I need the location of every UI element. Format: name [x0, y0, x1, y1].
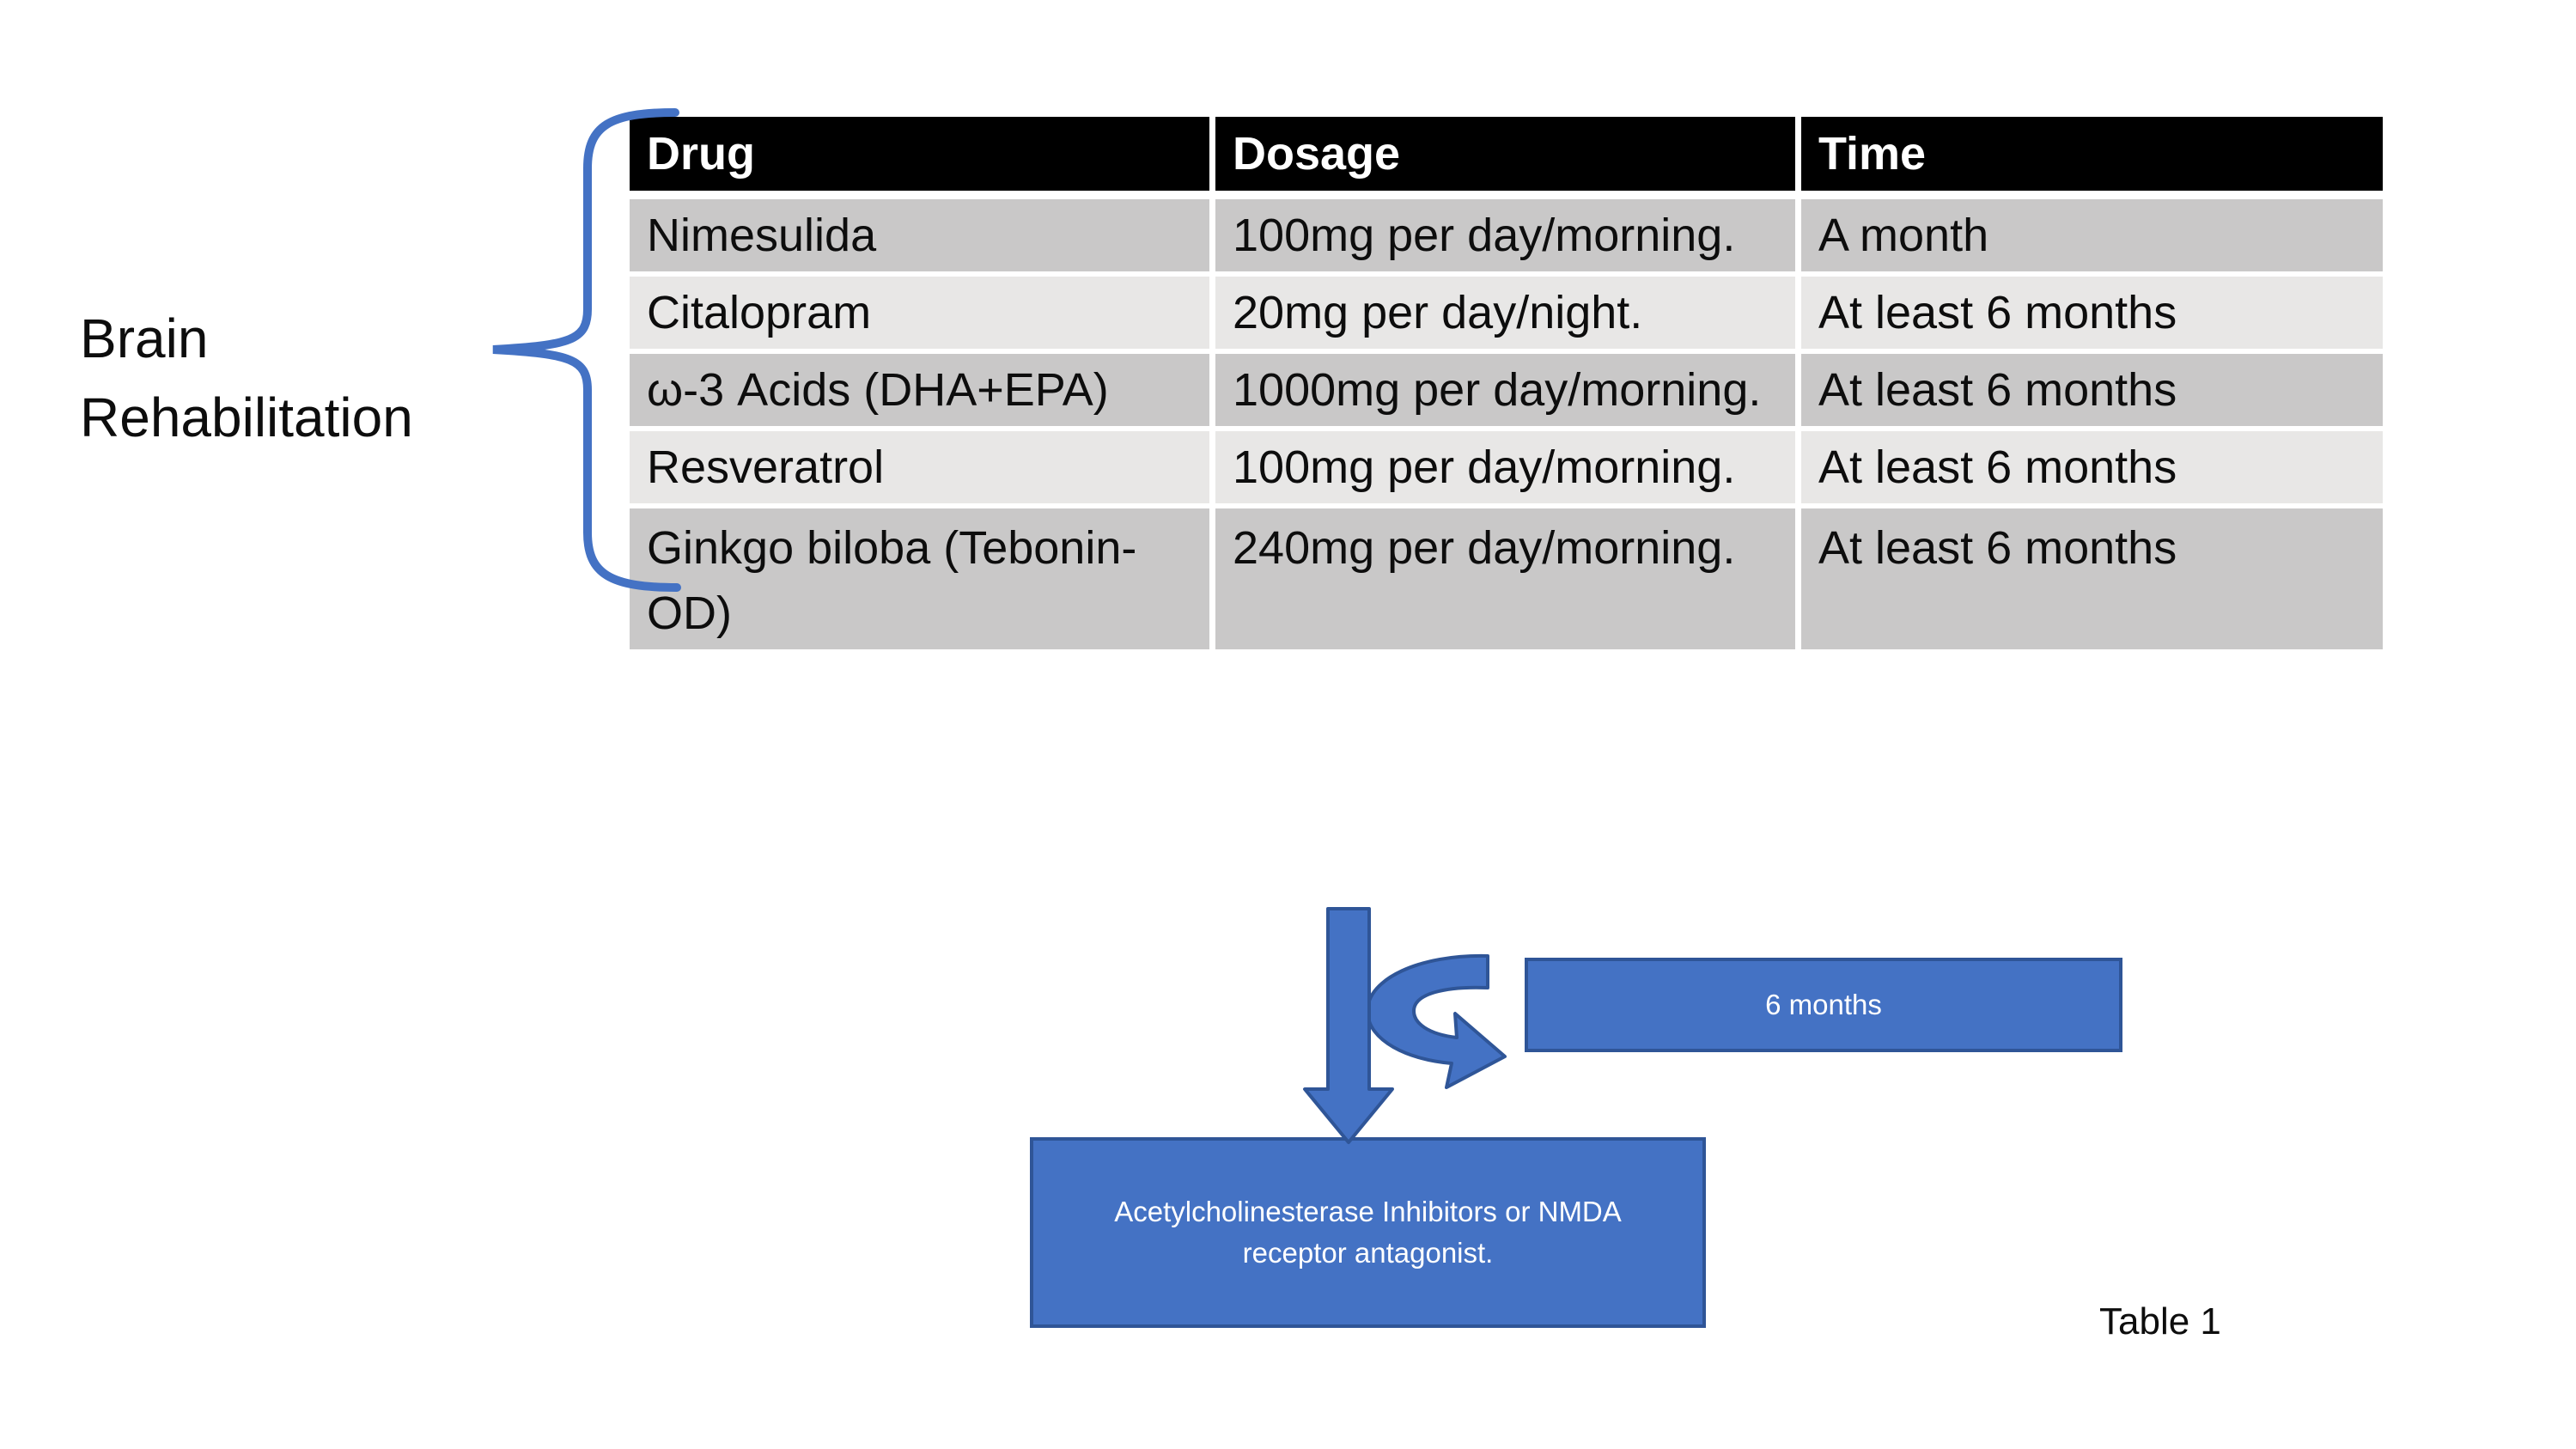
table-row: Nimesulida 100mg per day/morning. A mont…: [630, 199, 2383, 271]
table-row: Resveratrol 100mg per day/morning. At le…: [630, 431, 2383, 503]
column-header-drug: Drug: [630, 117, 1209, 191]
dosage-cell: 1000mg per day/morning.: [1215, 354, 1795, 426]
time-cell: At least 6 months: [1801, 431, 2383, 503]
time-cell: A month: [1801, 199, 2383, 271]
table-row: Citalopram 20mg per day/night. At least …: [630, 277, 2383, 349]
dosage-cell: 20mg per day/night.: [1215, 277, 1795, 349]
treatment-box: Acetylcholinesterase Inhibitors or NMDA …: [1030, 1137, 1706, 1328]
dosage-cell: 100mg per day/morning.: [1215, 431, 1795, 503]
down-arrow-icon: [1303, 907, 1394, 1144]
table-row: ω-3 Acids (DHA+EPA) 1000mg per day/morni…: [630, 354, 2383, 426]
drug-cell: Resveratrol: [630, 431, 1209, 503]
drug-table: Drug Dosage Time Nimesulida 100mg per da…: [630, 117, 2383, 654]
duration-box: 6 months: [1525, 958, 2122, 1052]
dosage-cell: 100mg per day/morning.: [1215, 199, 1795, 271]
table-header-row: Drug Dosage Time: [630, 117, 2383, 191]
drug-cell: Citalopram: [630, 277, 1209, 349]
time-cell: At least 6 months: [1801, 354, 2383, 426]
column-header-dosage: Dosage: [1215, 117, 1795, 191]
brain-rehabilitation-label: Brain Rehabilitation: [80, 307, 413, 448]
drug-cell: Nimesulida: [630, 199, 1209, 271]
dosage-cell: 240mg per day/morning.: [1215, 508, 1795, 649]
column-header-time: Time: [1801, 117, 2383, 191]
time-cell: At least 6 months: [1801, 277, 2383, 349]
curved-right-arrow-icon: [1366, 953, 1507, 1089]
drug-cell: ω-3 Acids (DHA+EPA): [630, 354, 1209, 426]
table-caption: Table 1: [2099, 1300, 2221, 1342]
drug-cell: Ginkgo biloba (Tebonin-OD): [630, 508, 1209, 649]
table-row: Ginkgo biloba (Tebonin-OD) 240mg per day…: [630, 508, 2383, 649]
time-cell: At least 6 months: [1801, 508, 2383, 649]
